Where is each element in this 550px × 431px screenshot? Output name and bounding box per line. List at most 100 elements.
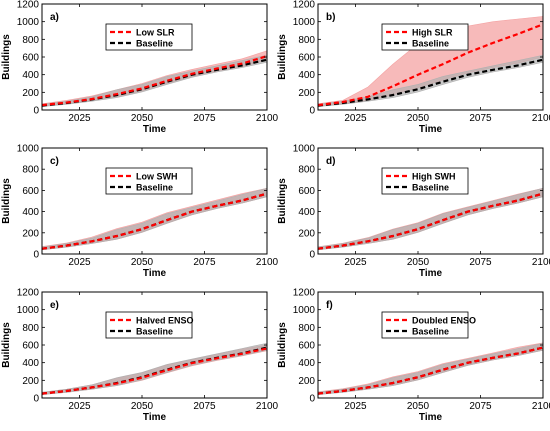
x-tick-label: 2025 <box>68 257 91 268</box>
x-tick-label: 2050 <box>131 401 154 412</box>
y-tick-label: 600 <box>298 53 315 64</box>
legend-label-1: Halved ENSO <box>136 316 194 326</box>
y-tick-label: 200 <box>22 228 39 239</box>
x-axis-label: Time <box>143 268 167 279</box>
y-tick-label: 800 <box>22 165 39 176</box>
x-tick-label: 2100 <box>256 401 279 412</box>
y-tick-label: 200 <box>22 376 39 387</box>
x-tick-label: 2025 <box>68 401 91 412</box>
x-axis-label: Time <box>419 412 443 423</box>
legend-box <box>105 23 193 51</box>
y-tick-label: 1200 <box>293 288 316 299</box>
axes-frame <box>41 3 268 111</box>
panel-label: c) <box>50 156 59 167</box>
legend-label-2: Baseline <box>412 183 449 193</box>
x-tick-label: 2050 <box>131 257 154 268</box>
y-tick-label: 400 <box>298 70 315 81</box>
x-tick-label: 2025 <box>68 113 91 124</box>
y-tick-label: 800 <box>298 165 315 176</box>
x-tick-label: 2075 <box>193 113 216 124</box>
x-tick-label: 2075 <box>193 401 216 412</box>
x-tick-label: 2050 <box>407 401 430 412</box>
y-tick-label: 400 <box>22 70 39 81</box>
y-tick-label: 200 <box>298 228 315 239</box>
series-band-2 <box>41 342 268 395</box>
y-tick-label: 400 <box>22 207 39 218</box>
x-tick-label: 2050 <box>407 113 430 124</box>
axes-frame <box>317 147 544 255</box>
x-axis-label: Time <box>143 412 167 423</box>
y-axis-label: Buildings <box>277 34 288 80</box>
y-tick-label: 1000 <box>293 305 316 316</box>
y-tick-label: 400 <box>298 207 315 218</box>
y-tick-label: 600 <box>22 341 39 352</box>
legend-label-1: Low SLR <box>136 28 175 38</box>
y-tick-label: 0 <box>309 394 315 405</box>
y-axis-label: Buildings <box>1 34 12 80</box>
panel-label: e) <box>50 300 59 311</box>
y-axis-label: Buildings <box>277 322 288 368</box>
y-tick-label: 600 <box>22 53 39 64</box>
series-line-1 <box>317 346 544 395</box>
legend-label-2: Baseline <box>412 327 449 337</box>
x-tick-label: 2025 <box>344 401 367 412</box>
legend-label-1: High SWH <box>412 172 456 182</box>
y-axis-label: Buildings <box>1 178 12 224</box>
panel-label: b) <box>326 12 335 23</box>
legend-box <box>381 311 469 339</box>
x-tick-label: 2075 <box>193 257 216 268</box>
legend-label-2: Baseline <box>412 39 449 49</box>
series-band-2 <box>317 187 544 251</box>
panel-label: a) <box>50 12 59 23</box>
chart-panel-1: 2025 2050 2075 2100 0 200 400 600 800 1000 1200 Tim… <box>1 0 279 135</box>
legend-box <box>381 167 469 195</box>
legend-box <box>381 23 469 51</box>
x-tick-label: 2050 <box>131 113 154 124</box>
y-tick-label: 600 <box>298 341 315 352</box>
y-tick-label: 1200 <box>17 288 40 299</box>
x-tick-label: 2050 <box>407 257 430 268</box>
x-tick-label: 2075 <box>469 401 492 412</box>
y-tick-label: 0 <box>33 394 39 405</box>
chart-panel-3: 2025 2050 2075 2100 0 200 400 600 800 1000 Time Bui… <box>1 144 279 280</box>
y-tick-label: 600 <box>298 186 315 197</box>
y-tick-label: 0 <box>33 106 39 117</box>
legend-label-2: Baseline <box>136 327 173 337</box>
y-tick-label: 1000 <box>17 305 40 316</box>
series-line-1 <box>41 347 268 395</box>
series-line-1 <box>41 55 268 107</box>
y-tick-label: 1000 <box>17 144 40 155</box>
series-band-1 <box>41 50 268 107</box>
x-axis-label: Time <box>143 124 167 135</box>
y-tick-label: 200 <box>298 376 315 387</box>
y-tick-label: 800 <box>298 323 315 334</box>
series-line-2 <box>317 58 544 107</box>
x-axis-label: Time <box>419 124 443 135</box>
legend-box <box>105 311 193 339</box>
legend-label-2: Baseline <box>136 183 173 193</box>
x-tick-label: 2075 <box>469 257 492 268</box>
y-tick-label: 400 <box>22 358 39 369</box>
panel-label: f) <box>326 300 333 311</box>
chart-panel-4: 2025 2050 2075 2100 0 200 400 600 800 1000 Time Bui… <box>277 144 550 280</box>
y-tick-label: 600 <box>22 186 39 197</box>
legend-box <box>105 167 193 195</box>
chart-panel-6: 2025 2050 2075 2100 0 200 400 600 800 1000 1200 Tim… <box>277 288 550 424</box>
legend-label-1: Doubled ENSO <box>412 316 476 326</box>
x-axis-label: Time <box>419 268 443 279</box>
y-tick-label: 1200 <box>17 0 40 11</box>
y-tick-label: 1000 <box>17 17 40 28</box>
series-line-1 <box>317 192 544 250</box>
x-tick-label: 2100 <box>532 113 550 124</box>
series-line-1 <box>317 23 544 107</box>
x-tick-label: 2100 <box>532 401 550 412</box>
series-line-1 <box>41 192 268 250</box>
y-tick-label: 200 <box>298 88 315 99</box>
